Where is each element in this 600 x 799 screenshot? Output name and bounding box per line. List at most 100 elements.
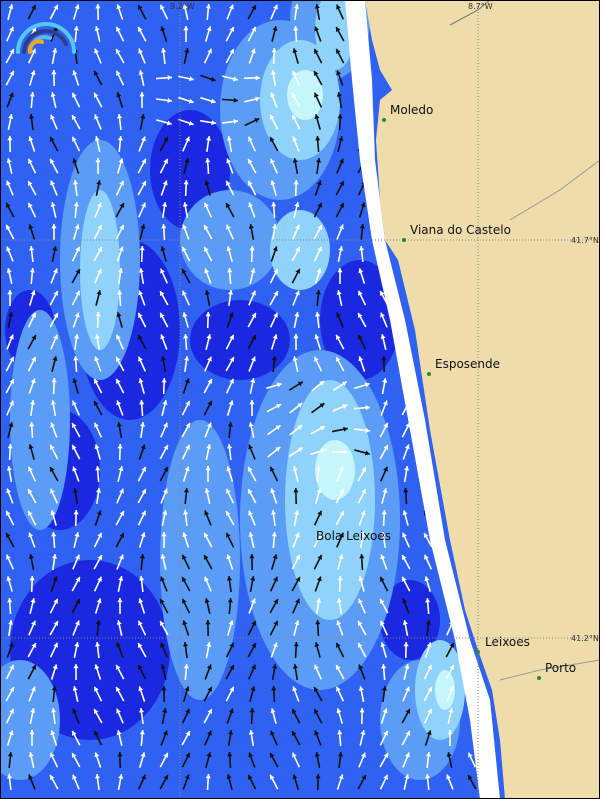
place-label[interactable]: Bola Leixoes bbox=[316, 529, 391, 543]
current-arrow-icon bbox=[425, 597, 431, 615]
current-arrow-icon bbox=[183, 25, 189, 43]
current-arrow-icon bbox=[161, 510, 168, 526]
current-arrow-icon bbox=[27, 510, 37, 526]
current-arrow-icon bbox=[6, 576, 13, 592]
current-arrow-icon bbox=[182, 532, 190, 548]
current-arrow-icon bbox=[27, 356, 37, 372]
current-arrow-icon bbox=[160, 422, 168, 438]
current-arrow-icon bbox=[7, 619, 14, 637]
current-arrow-icon bbox=[72, 774, 80, 790]
current-arrow-icon bbox=[314, 751, 321, 769]
place-label[interactable]: Porto bbox=[545, 661, 576, 675]
current-arrow-icon bbox=[292, 598, 300, 614]
current-arrow-icon bbox=[445, 664, 455, 680]
current-arrow-icon bbox=[203, 48, 213, 64]
current-arrow-icon bbox=[403, 487, 409, 505]
current-arrow-icon bbox=[178, 118, 194, 126]
current-arrow-icon bbox=[358, 268, 366, 284]
current-arrow-icon bbox=[291, 752, 301, 768]
current-arrow-icon bbox=[93, 224, 103, 240]
current-arrow-icon bbox=[94, 664, 102, 680]
current-arrow-icon bbox=[137, 488, 147, 504]
current-arrow-icon bbox=[226, 246, 233, 262]
current-arrow-icon bbox=[291, 114, 301, 130]
current-arrow-icon bbox=[467, 752, 477, 768]
current-arrow-icon bbox=[94, 202, 102, 218]
lon-label: 9.2°W bbox=[170, 2, 195, 11]
place-label[interactable]: Leixoes bbox=[485, 635, 530, 649]
current-arrow-icon bbox=[115, 356, 125, 372]
current-arrow-icon bbox=[292, 532, 300, 548]
current-arrow-icon bbox=[50, 664, 58, 680]
current-arrow-icon bbox=[381, 355, 387, 373]
current-arrow-icon bbox=[71, 444, 81, 460]
current-arrow-icon bbox=[29, 421, 35, 439]
current-arrow-icon bbox=[72, 686, 79, 702]
current-arrow-icon bbox=[115, 532, 125, 548]
current-arrow-icon bbox=[403, 664, 410, 680]
current-arrow-icon bbox=[160, 47, 167, 65]
current-arrow-icon bbox=[269, 466, 279, 482]
current-arrow-icon bbox=[5, 686, 15, 702]
current-arrow-icon bbox=[139, 421, 146, 439]
place-label[interactable]: Viana do Castelo bbox=[410, 223, 511, 237]
current-arrow-icon bbox=[138, 202, 146, 218]
current-arrow-icon bbox=[94, 510, 102, 526]
current-arrow-icon bbox=[248, 532, 255, 548]
current-arrow-icon bbox=[270, 730, 278, 746]
current-arrow-icon bbox=[94, 48, 102, 64]
current-arrow-icon bbox=[248, 444, 256, 460]
current-arrow-icon bbox=[116, 113, 123, 131]
current-arrow-icon bbox=[5, 664, 15, 680]
current-arrow-icon bbox=[181, 444, 191, 460]
current-arrow-icon bbox=[379, 774, 389, 790]
current-arrow-icon bbox=[28, 553, 35, 571]
current-arrow-icon bbox=[161, 223, 167, 241]
current-arrow-icon bbox=[181, 752, 191, 768]
current-arrow-icon bbox=[291, 730, 301, 746]
current-arrow-icon bbox=[359, 553, 365, 571]
current-arrow-icon bbox=[249, 686, 256, 702]
current-arrow-icon bbox=[160, 554, 167, 570]
current-arrow-icon bbox=[27, 642, 37, 658]
current-arrow-icon bbox=[357, 466, 367, 482]
current-arrow-icon bbox=[270, 92, 278, 108]
current-arrow-icon bbox=[72, 312, 80, 328]
current-arrow-icon bbox=[425, 751, 431, 769]
current-arrow-icon bbox=[313, 202, 323, 218]
current-arrow-icon bbox=[29, 598, 36, 614]
current-arrow-icon bbox=[227, 443, 233, 461]
current-arrow-icon bbox=[359, 531, 366, 549]
current-arrow-icon bbox=[204, 510, 212, 526]
current-arrow-icon bbox=[200, 74, 216, 82]
current-arrow-icon bbox=[244, 117, 260, 127]
current-arrow-icon bbox=[178, 96, 194, 104]
current-arrow-icon bbox=[227, 751, 233, 769]
speed-contour bbox=[315, 0, 355, 70]
current-arrow-icon bbox=[160, 730, 168, 746]
current-arrow-icon bbox=[204, 26, 212, 42]
current-arrow-icon bbox=[50, 180, 58, 196]
current-arrow-icon bbox=[291, 554, 301, 570]
current-arrow-icon bbox=[117, 135, 123, 153]
current-arrow-icon bbox=[336, 312, 344, 328]
current-arrow-icon bbox=[336, 224, 344, 240]
current-arrow-icon bbox=[204, 356, 212, 372]
speed-contour bbox=[435, 670, 455, 710]
current-arrow-icon bbox=[7, 113, 14, 131]
current-arrow-icon bbox=[336, 532, 344, 548]
place-label[interactable]: Esposende bbox=[435, 357, 500, 371]
current-arrow-icon bbox=[226, 158, 234, 174]
current-arrow-icon bbox=[289, 402, 303, 414]
current-arrow-icon bbox=[227, 729, 234, 747]
current-arrows bbox=[5, 3, 477, 791]
current-arrow-icon bbox=[182, 201, 189, 219]
current-arrow-icon bbox=[5, 48, 15, 64]
current-arrow-icon bbox=[335, 642, 345, 658]
current-arrow-icon bbox=[138, 378, 145, 394]
current-arrow-icon bbox=[160, 664, 167, 680]
place-label[interactable]: Moledo bbox=[390, 103, 433, 117]
current-arrow-icon bbox=[161, 531, 167, 549]
